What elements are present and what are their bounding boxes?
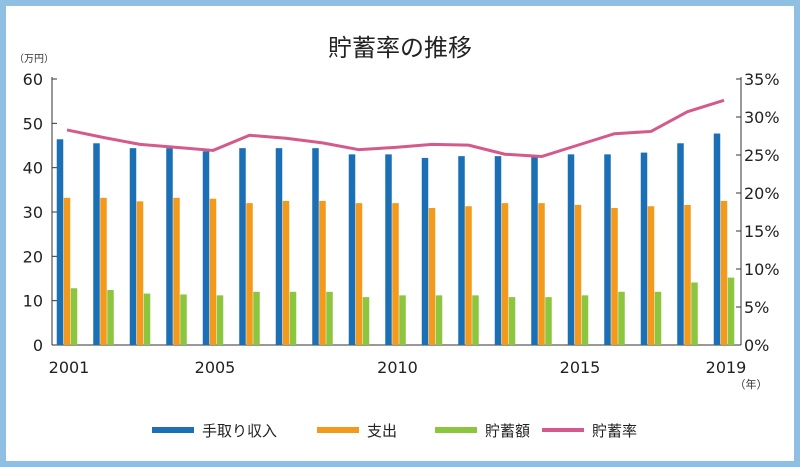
legend-label: 貯蓄率 (592, 422, 637, 440)
bar-income (494, 156, 502, 345)
bar-savings (70, 288, 78, 345)
bar-savings (180, 294, 187, 345)
bar-savings (581, 295, 589, 345)
x-tick-label: 2001 (49, 358, 90, 377)
bar-expense (538, 203, 545, 345)
left-tick-label: 20 (23, 247, 43, 266)
bar-savings (727, 277, 735, 345)
legend-label: 手取り収入 (202, 422, 277, 440)
y-axis-unit: （万円） (14, 53, 54, 65)
right-tick-label: 0% (744, 336, 769, 355)
bar-expense (720, 200, 728, 345)
left-tick-label: 0 (33, 336, 43, 355)
bar-savings (691, 282, 698, 345)
bar-income (713, 133, 721, 345)
x-axis-unit: （年） (735, 377, 768, 391)
bar-savings (399, 295, 406, 345)
bar-expense (282, 200, 290, 345)
bar-savings (545, 297, 552, 345)
bar-savings (107, 290, 114, 345)
x-tick-label: 2019 (706, 358, 747, 377)
bar-income (531, 156, 538, 345)
x-tick-label: 2010 (377, 358, 418, 377)
savings-rate-line (66, 98, 725, 159)
bar-income (385, 154, 392, 345)
left-tick-label: 60 (23, 70, 43, 89)
bar-income (202, 151, 210, 345)
bar-income (129, 148, 137, 345)
bar-expense (574, 204, 582, 345)
bar-expense (319, 200, 326, 345)
legend-label: 貯蓄額 (485, 422, 530, 440)
right-tick-label: 20% (744, 184, 780, 203)
bar-income (166, 148, 173, 345)
bar-savings (435, 295, 443, 345)
bar-savings (508, 297, 516, 345)
left-tick-label: 30 (23, 203, 43, 222)
bar-income (604, 154, 611, 345)
bar-expense (684, 204, 691, 345)
right-tick-label: 35% (744, 70, 780, 89)
bar-expense (428, 208, 436, 345)
bar-savings (289, 291, 297, 345)
bar-savings (143, 293, 151, 345)
bar-expense (246, 203, 253, 345)
bar-income (312, 148, 319, 345)
legend-swatch (435, 427, 477, 433)
bar-expense (611, 208, 618, 345)
right-tick-label: 30% (744, 108, 780, 127)
bar-savings (253, 291, 260, 345)
bar-income (239, 148, 246, 345)
legend-swatch (317, 427, 359, 433)
x-tick-label: 2005 (195, 358, 236, 377)
bar-savings (654, 291, 662, 345)
legend-label: 支出 (367, 422, 397, 440)
left-tick-label: 50 (23, 114, 43, 133)
bar-savings (362, 297, 370, 345)
bar-savings (472, 295, 479, 345)
bar-income (677, 143, 684, 345)
bar-expense (647, 206, 655, 345)
bar-income (93, 143, 100, 345)
chart-title: 貯蓄率の推移 (328, 34, 472, 62)
right-tick-label: 25% (744, 146, 780, 165)
right-tick-label: 15% (744, 222, 780, 241)
bar-expense (173, 197, 180, 345)
bar-income (56, 139, 64, 345)
bar-expense (501, 203, 509, 345)
bar-income (348, 154, 356, 345)
x-tick-label: 2015 (560, 358, 601, 377)
right-tick-label: 5% (744, 298, 769, 317)
bar-savings (618, 291, 625, 345)
bar-income (458, 156, 465, 345)
bar-expense (465, 206, 472, 345)
bar-expense (100, 197, 107, 345)
bar-expense (355, 203, 363, 345)
bar-expense (63, 197, 71, 345)
bar-income (275, 148, 283, 345)
bar-savings (216, 295, 224, 345)
bar-expense (209, 198, 217, 345)
bar-income (421, 157, 429, 345)
chart: 貯蓄率の推移（万円）605040302010035%30%25%20%15%10… (14, 34, 780, 440)
legend-swatch (152, 427, 194, 433)
bar-income (567, 154, 575, 345)
left-tick-label: 40 (23, 159, 43, 178)
bar-expense (392, 203, 399, 345)
bar-expense (136, 201, 144, 345)
bar-income (640, 152, 648, 345)
left-tick-label: 10 (23, 292, 43, 311)
right-tick-label: 10% (744, 260, 780, 279)
bar-savings (326, 291, 333, 345)
